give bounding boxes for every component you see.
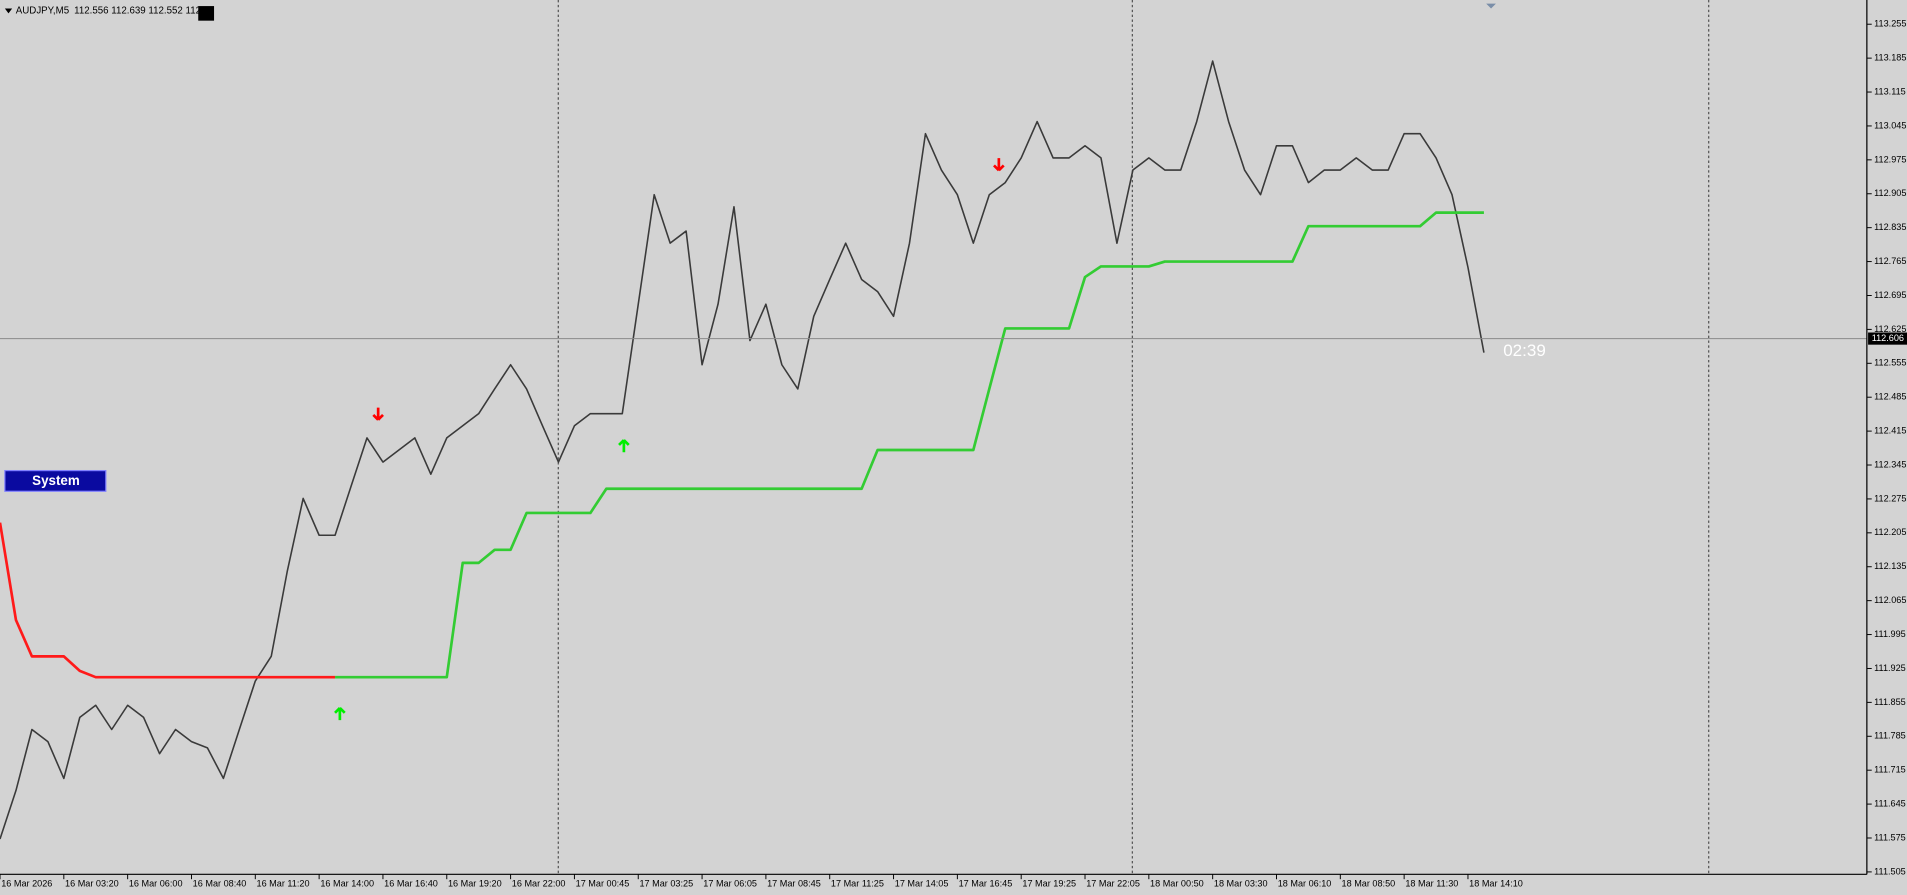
y-tick-label: 111.715 [1874, 765, 1906, 775]
bar-countdown: 02:39 [1503, 341, 1546, 360]
y-tick-label: 113.115 [1874, 86, 1906, 96]
x-tick-label: 18 Mar 00:50 [1150, 878, 1204, 888]
ohlc-text: 112.556 112.639 112.552 112. [74, 6, 204, 17]
x-tick-label: 17 Mar 22:05 [1086, 878, 1140, 888]
signal-arrow [618, 439, 630, 453]
system-button[interactable] [4, 469, 107, 492]
plot [0, 60, 1867, 840]
y-tick-label: 112.135 [1874, 561, 1906, 571]
y-tick-label: 112.065 [1874, 595, 1906, 605]
x-tick-label: 17 Mar 00:45 [576, 878, 630, 888]
signal-arrow [334, 706, 346, 721]
y-tick-label: 111.855 [1874, 697, 1906, 707]
system-button-label[interactable]: System [32, 473, 80, 488]
x-tick-label: 16 Mar 11:20 [257, 878, 310, 888]
x-tick-label: 16 Mar 16:40 [384, 878, 438, 888]
x-tick-label: 18 Mar 08:50 [1342, 878, 1396, 888]
signal-arrow [372, 407, 384, 421]
y-tick-label: 112.765 [1874, 256, 1906, 266]
price-line [0, 60, 1485, 840]
y-tick-label: 113.255 [1874, 19, 1906, 29]
x-tick-label: 18 Mar 14:10 [1469, 878, 1523, 888]
trend-line [335, 211, 1484, 679]
bid-label: 112.606 [1872, 333, 1904, 343]
x-tick-label: 17 Mar 08:45 [767, 878, 821, 888]
y-tick-label: 111.575 [1874, 832, 1906, 842]
x-tick-label: 16 Mar 2026 [1, 878, 52, 888]
x-tick-label: 17 Mar 14:05 [895, 878, 949, 888]
y-tick-label: 111.645 [1874, 798, 1906, 808]
y-tick-label: 112.695 [1874, 290, 1906, 300]
x-tick-label: 17 Mar 03:25 [639, 878, 693, 888]
y-tick-label: 112.345 [1874, 459, 1906, 469]
y-tick-label: 111.995 [1874, 629, 1906, 639]
x-tick-label: 17 Mar 11:25 [831, 878, 884, 888]
x-tick-label: 18 Mar 06:10 [1278, 878, 1332, 888]
y-tick-label: 111.785 [1874, 731, 1906, 741]
x-tick-label: 16 Mar 19:20 [448, 878, 502, 888]
bid-label-box [1868, 332, 1907, 345]
x-tick-label: 16 Mar 06:00 [129, 878, 183, 888]
signal-arrow [993, 158, 1005, 172]
x-tick-label: 18 Mar 11:30 [1405, 878, 1458, 888]
y-tick-label: 111.505 [1874, 866, 1906, 876]
x-tick-label: 18 Mar 03:30 [1214, 878, 1268, 888]
y-tick-label: 112.205 [1874, 527, 1906, 537]
y-tick-label: 112.555 [1874, 358, 1906, 368]
trend-line [0, 522, 336, 679]
y-tick-label: 113.185 [1874, 53, 1906, 63]
y-tick-label: 112.275 [1874, 493, 1906, 503]
shift-marker [1486, 3, 1496, 9]
y-tick-label: 112.415 [1874, 426, 1906, 436]
y-tick-label: 112.625 [1874, 324, 1906, 334]
y-tick-label: 112.835 [1874, 222, 1906, 232]
x-tick-label: 16 Mar 22:00 [512, 878, 566, 888]
y-tick-label: 112.485 [1874, 392, 1906, 402]
color-box [198, 6, 215, 21]
x-tick-label: 16 Mar 03:20 [65, 878, 119, 888]
y-tick-label: 112.975 [1874, 154, 1906, 164]
menu-triangle[interactable] [4, 8, 13, 14]
x-tick-label: 17 Mar 19:25 [1022, 878, 1076, 888]
x-tick-label: 17 Mar 06:05 [703, 878, 757, 888]
y-tick-label: 112.905 [1874, 188, 1906, 198]
x-tick-label: 16 Mar 14:00 [320, 878, 374, 888]
y-tick-label: 113.045 [1874, 120, 1906, 130]
x-tick-label: 17 Mar 16:45 [959, 878, 1013, 888]
symbol-title: AUDJPY,M5 [16, 6, 69, 17]
x-tick-label: 16 Mar 08:40 [193, 878, 247, 888]
y-tick-label: 111.925 [1874, 663, 1906, 673]
